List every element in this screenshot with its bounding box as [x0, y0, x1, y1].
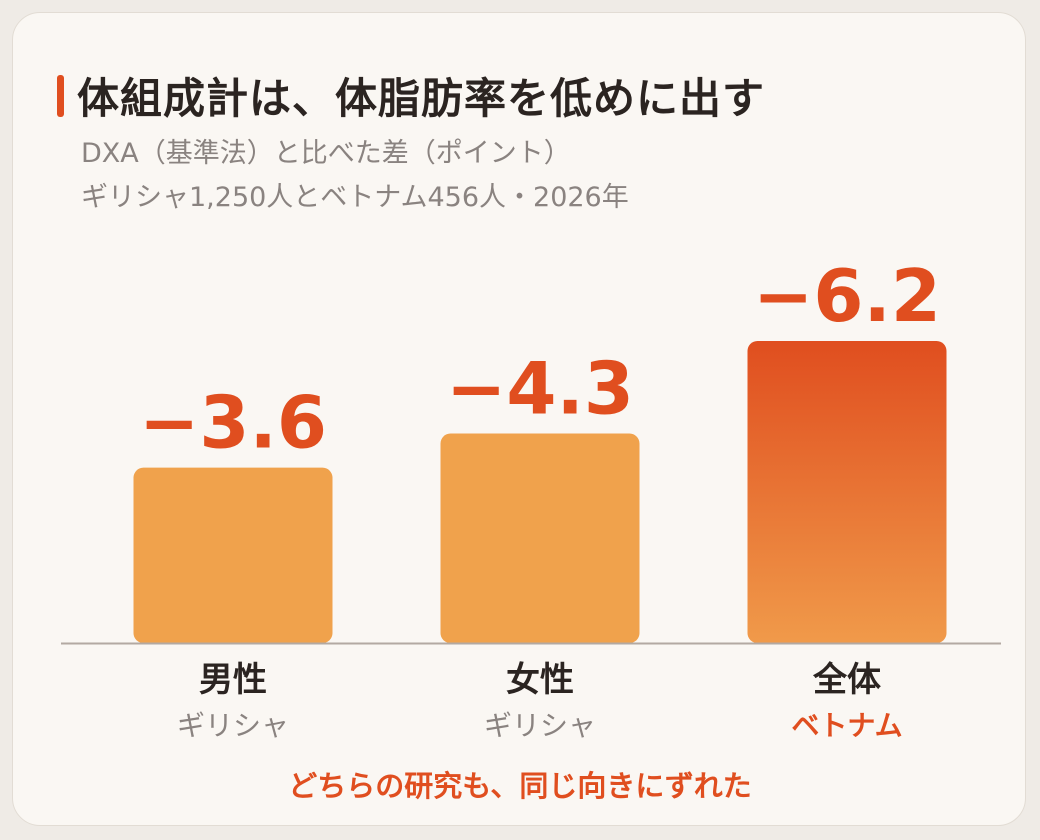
chart-footnote: どちらの研究も、同じ向きにずれた: [288, 769, 752, 803]
title-accent-bar: [57, 75, 64, 117]
chart-subtitle-line2: ギリシャ1,250人とベトナム456人・2026年: [81, 182, 629, 213]
chart-card: 体組成計は、体脂肪率を低めに出す DXA（基準法）と比べた差（ポイント） ギリシ…: [12, 12, 1026, 826]
bar-2: [440, 433, 640, 643]
subcategory-label-3: ベトナム: [791, 709, 902, 742]
value-label-2: −4.3: [446, 347, 634, 431]
chart-subtitle-line1: DXA（基準法）と比べた差（ポイント）: [81, 138, 571, 169]
category-label-1: 男性: [199, 660, 267, 700]
value-label-1: −3.6: [139, 381, 327, 465]
category-label-3: 全体: [812, 660, 881, 700]
chart-title: 体組成計は、体脂肪率を低めに出す: [77, 74, 766, 123]
category-label-2: 女性: [506, 660, 574, 700]
bar-3: [747, 341, 947, 643]
bar-1: [133, 467, 333, 643]
subcategory-label-2: ギリシャ: [484, 709, 596, 742]
subcategory-label-1: ギリシャ: [177, 709, 289, 742]
value-label-3: −6.2: [753, 254, 941, 338]
